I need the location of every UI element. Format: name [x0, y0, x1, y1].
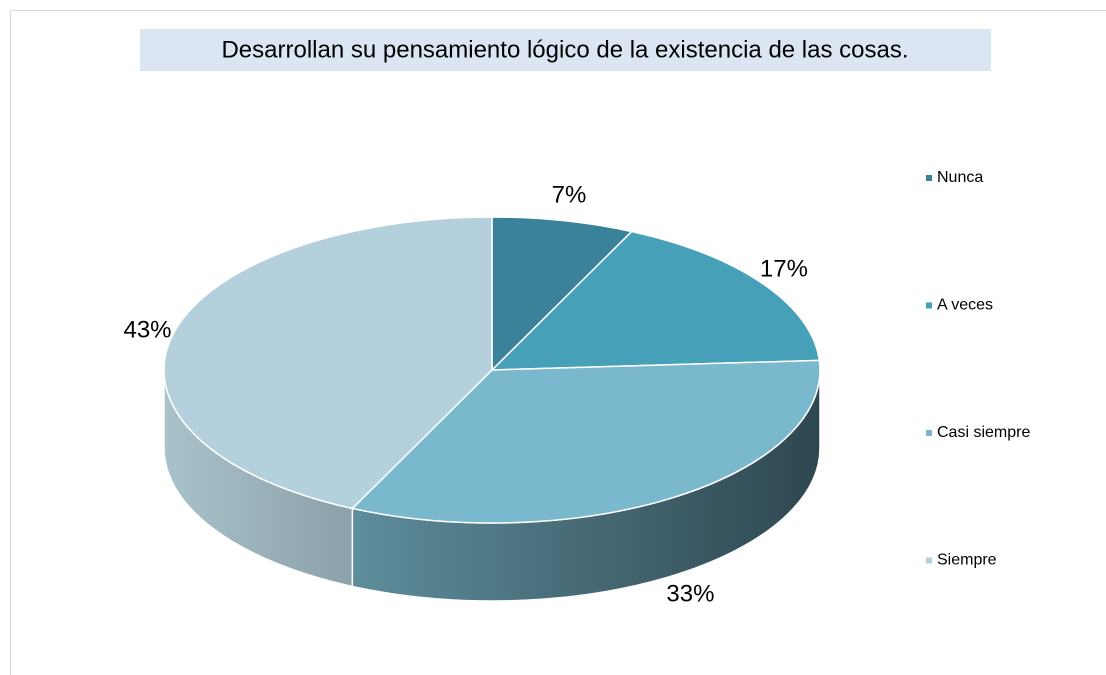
pie-slice — [350, 359, 821, 524]
legend-label: Casi siempre — [937, 424, 1030, 441]
pie-slice — [491, 216, 634, 372]
data-label: 17% — [760, 255, 808, 282]
data-label: 43% — [123, 317, 171, 344]
chart-title: Desarrollan su pensamiento lógico de la … — [221, 36, 908, 63]
legend-label: A veces — [937, 297, 993, 314]
legend-marker — [926, 302, 932, 309]
legend-label: Siempre — [937, 552, 997, 569]
data-label: 33% — [666, 581, 714, 608]
pie-slice — [163, 216, 493, 510]
title-background — [140, 29, 991, 71]
legend-label: Nunca — [937, 169, 983, 186]
pie-slice — [490, 230, 821, 371]
legend-marker — [926, 430, 932, 436]
legend-marker — [926, 557, 932, 564]
data-label: 7% — [552, 182, 587, 209]
legend-marker — [926, 175, 932, 181]
chart-frame — [10, 10, 1106, 675]
